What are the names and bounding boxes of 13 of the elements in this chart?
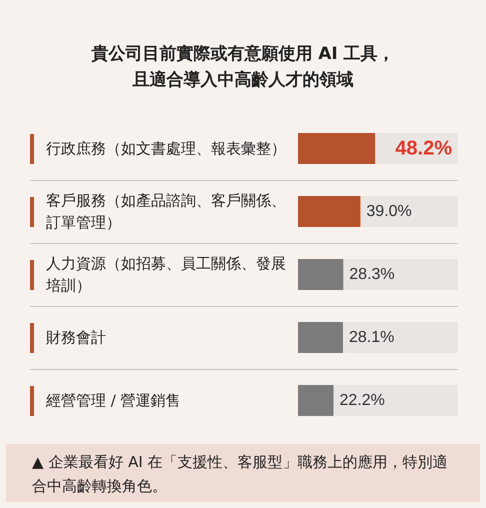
y-tick-label: 人力資源（如招募、員工關係、發展培訓） [45,254,286,294]
y-tick-label: 客戶服務（如產品諮詢、客戶關係、訂單管理） [46,192,286,232]
chart-title: 貴公司目前實際或有意願使用 AI 工具，且適合導入中高齡人才的領域 [90,44,395,90]
bar [298,385,334,416]
y-tick-label: 經營管理 / 營運銷售 [45,392,181,410]
data-label: 22.2% [340,392,385,409]
y-tick-label: 行政庶務（如文書處理、報表彙整） [46,140,286,158]
data-label: 39.0% [366,203,412,220]
y-tick-label: 財務會計 [46,328,106,346]
text: ▲ 企業最看好 AI 在「支援性、客服型」職務上的應用，特別適合中高齡轉換角色。 [32,452,449,497]
data-label: 28.1% [348,329,394,346]
data-label: 48.2% [395,138,452,160]
data-label: 28.3% [349,266,395,283]
